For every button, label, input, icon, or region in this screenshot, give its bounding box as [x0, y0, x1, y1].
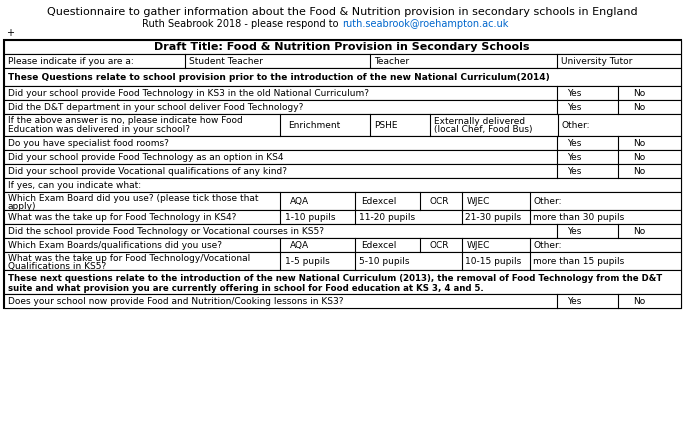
- Bar: [4, 114, 681, 136]
- Text: No: No: [633, 297, 645, 306]
- Text: Enrichment: Enrichment: [288, 121, 340, 129]
- Bar: [4, 40, 681, 308]
- Text: Did your school provide Food Technology in KS3 in the old National Curriculum?: Did your school provide Food Technology …: [8, 89, 369, 98]
- Bar: [4, 100, 681, 114]
- Text: Yes: Yes: [567, 297, 582, 306]
- Text: Qualifications in KS5?: Qualifications in KS5?: [8, 262, 106, 271]
- Text: Did the school provide Food Technology or Vocational courses in KS5?: Did the school provide Food Technology o…: [8, 227, 324, 236]
- Text: Externally delivered: Externally delivered: [434, 116, 525, 125]
- Text: Other:: Other:: [534, 241, 562, 250]
- Text: Does your school now provide Food and Nutrition/Cooking lessons in KS3?: Does your school now provide Food and Nu…: [8, 297, 343, 306]
- Text: Education was delivered in your school?: Education was delivered in your school?: [8, 125, 190, 134]
- Text: Yes: Yes: [567, 167, 582, 176]
- Text: AQA: AQA: [290, 241, 309, 250]
- Bar: [4, 54, 681, 68]
- Text: 10-15 pupils: 10-15 pupils: [465, 257, 521, 266]
- Text: 1-10 pupils: 1-10 pupils: [285, 212, 336, 221]
- Bar: [4, 86, 681, 100]
- Text: If the above answer is no, please indicate how Food: If the above answer is no, please indica…: [8, 116, 242, 125]
- Text: Please indicate if you are a:: Please indicate if you are a:: [8, 56, 134, 65]
- Bar: [4, 178, 681, 192]
- Text: WJEC: WJEC: [467, 197, 490, 206]
- Text: more than 15 pupils: more than 15 pupils: [533, 257, 624, 266]
- Text: Yes: Yes: [567, 152, 582, 161]
- Text: 1-5 pupils: 1-5 pupils: [285, 257, 329, 266]
- Bar: [4, 192, 681, 210]
- Text: No: No: [633, 152, 645, 161]
- Bar: [4, 252, 681, 270]
- Text: more than 30 pupils: more than 30 pupils: [533, 212, 624, 221]
- Text: No: No: [633, 138, 645, 147]
- Text: What was the take up for Food Technology/Vocational: What was the take up for Food Technology…: [8, 254, 250, 263]
- Text: Do you have specialist food rooms?: Do you have specialist food rooms?: [8, 138, 169, 147]
- Text: 21-30 pupils: 21-30 pupils: [465, 212, 521, 221]
- Text: Edexcel: Edexcel: [361, 197, 397, 206]
- Bar: [4, 136, 681, 150]
- Text: No: No: [633, 227, 645, 236]
- Bar: [4, 224, 681, 238]
- Text: 11-20 pupils: 11-20 pupils: [359, 212, 415, 221]
- Text: What was the take up for Food Technology in KS4?: What was the take up for Food Technology…: [8, 212, 236, 221]
- Text: These next questions relate to the introduction of the new National Curriculum (: These next questions relate to the intro…: [8, 274, 662, 293]
- Text: Yes: Yes: [567, 103, 582, 112]
- Text: 5-10 pupils: 5-10 pupils: [359, 257, 410, 266]
- Text: If yes, can you indicate what:: If yes, can you indicate what:: [8, 181, 141, 190]
- Text: University Tutor: University Tutor: [561, 56, 632, 65]
- Text: apply): apply): [8, 202, 36, 211]
- Text: WJEC: WJEC: [467, 241, 490, 250]
- Text: No: No: [633, 89, 645, 98]
- Text: Other:: Other:: [534, 197, 562, 206]
- Text: (local Chef, Food Bus): (local Chef, Food Bus): [434, 125, 532, 134]
- Text: Yes: Yes: [567, 138, 582, 147]
- Bar: [4, 150, 681, 164]
- Text: Did your school provide Vocational qualifications of any kind?: Did your school provide Vocational quali…: [8, 167, 287, 176]
- Text: OCR: OCR: [430, 241, 449, 250]
- Text: These Questions relate to school provision prior to the introduction of the new : These Questions relate to school provisi…: [8, 73, 550, 82]
- Text: Questionnaire to gather information about the Food & Nutrition provision in seco: Questionnaire to gather information abou…: [47, 7, 637, 17]
- Text: Yes: Yes: [567, 89, 582, 98]
- Text: Did your school provide Food Technology as an option in KS4: Did your school provide Food Technology …: [8, 152, 284, 161]
- Text: ruth.seabrook@roehampton.ac.uk: ruth.seabrook@roehampton.ac.uk: [342, 19, 508, 29]
- Text: Ruth Seabrook 2018 - please respond to: Ruth Seabrook 2018 - please respond to: [142, 19, 342, 29]
- Text: Edexcel: Edexcel: [361, 241, 397, 250]
- Text: No: No: [633, 167, 645, 176]
- Text: PSHE: PSHE: [374, 121, 397, 129]
- Text: Teacher: Teacher: [374, 56, 409, 65]
- Text: OCR: OCR: [430, 197, 449, 206]
- Text: Which Exam Boards/qualifications did you use?: Which Exam Boards/qualifications did you…: [8, 241, 222, 250]
- Bar: [4, 40, 681, 54]
- Text: +: +: [6, 28, 14, 38]
- Bar: [4, 68, 681, 86]
- Bar: [4, 164, 681, 178]
- Bar: [4, 238, 681, 252]
- Text: Draft Title: Food & Nutrition Provision in Secondary Schools: Draft Title: Food & Nutrition Provision …: [154, 42, 530, 52]
- Bar: [4, 210, 681, 224]
- Text: AQA: AQA: [290, 197, 309, 206]
- Bar: [4, 270, 681, 294]
- Bar: [4, 294, 681, 308]
- Text: Student Teacher: Student Teacher: [189, 56, 263, 65]
- Text: Other:: Other:: [562, 121, 590, 129]
- Text: No: No: [633, 103, 645, 112]
- Text: Yes: Yes: [567, 227, 582, 236]
- Text: Did the D&T department in your school deliver Food Technology?: Did the D&T department in your school de…: [8, 103, 303, 112]
- Text: Which Exam Board did you use? (please tick those that: Which Exam Board did you use? (please ti…: [8, 194, 258, 202]
